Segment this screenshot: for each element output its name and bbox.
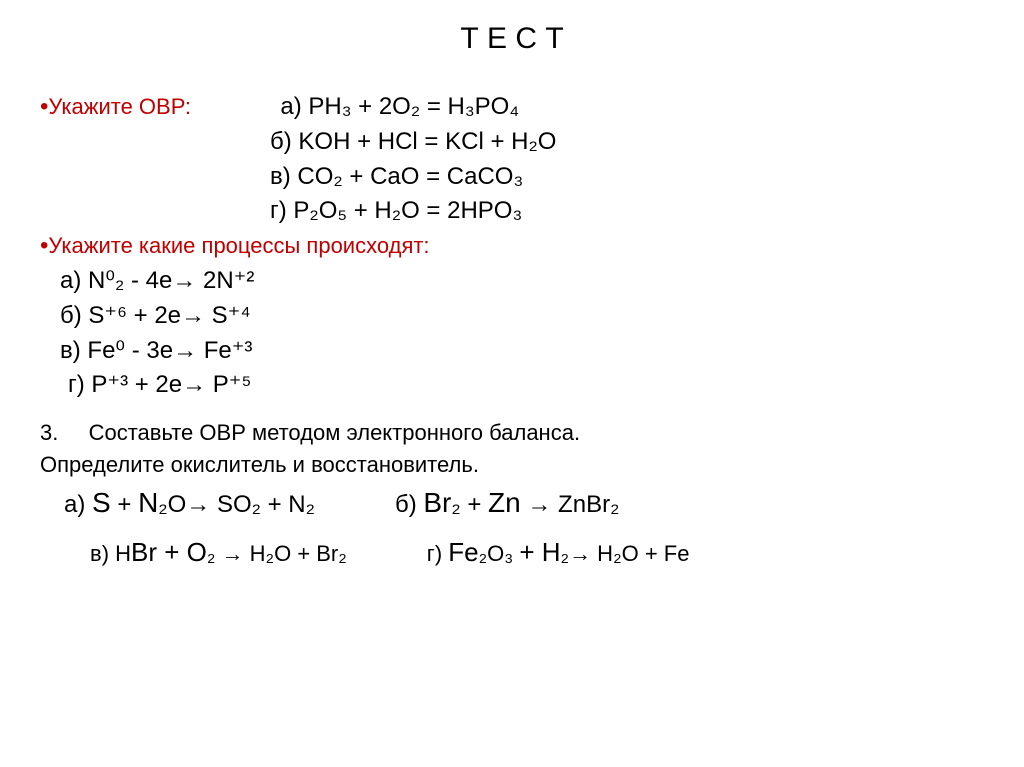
q2-d: г) P⁺³ + 2е→ P⁺⁵: [40, 368, 984, 403]
q2-prompt: Укажите какие процессы происходят:: [48, 233, 429, 258]
q1-row-a: •Укажите ОВР: а) PH₃ + 2O₂ = H₃PO₄: [40, 90, 984, 125]
q3-b-label: б): [395, 491, 423, 518]
q3-c-tail: ₂ → H₂O + Br₂: [207, 541, 347, 566]
q3-row-cd: в) HBr + O₂ → H₂O + Br₂ г) Fe₂O₃ + H₂→ H…: [40, 537, 984, 568]
q3-d-big2: + H: [519, 537, 560, 567]
q3-line1: 3. Составьте ОВР методом электронного ба…: [40, 417, 984, 449]
q3-d-label: г): [427, 541, 448, 566]
q3-b-mid1: ₂ +: [451, 491, 488, 518]
q3-b-tail: → ZnBr₂: [521, 491, 620, 518]
q3-a-tail: ₂O→ SO₂ + N₂: [158, 491, 315, 518]
q1-b: б) KOH + HCl = KCl + H₂O: [40, 125, 984, 160]
q3-c-label: в) H: [90, 541, 131, 566]
q3-a-big1: S: [92, 487, 111, 518]
q1-d: г) P₂O₅ + H₂O = 2HPO₃: [40, 194, 984, 229]
q3-row-ab: а) S + N₂O→ SO₂ + N₂ б) Br₂ + Zn → ZnBr₂: [40, 487, 984, 519]
q3-a-label: а): [64, 491, 92, 518]
q3-line2: Определите окислитель и восстановитель.: [40, 449, 984, 481]
q3-d-big1: Fe: [448, 537, 478, 567]
q3-b-big1: Br: [423, 487, 451, 518]
q3-d-tail: ₂→ H₂O + Fe: [561, 541, 690, 566]
q2-c: в) Fe⁰ - 3е→ Fe⁺³: [40, 334, 984, 369]
q2-b: б) S⁺⁶ + 2е→ S⁺⁴: [40, 299, 984, 334]
q2-prompt-row: •Укажите какие процессы происходят:: [40, 229, 984, 264]
page-root: Т Е С Т •Укажите ОВР: а) PH₃ + 2O₂ = H₃P…: [0, 0, 1024, 588]
q3-c-big1: Br + O: [131, 537, 207, 567]
q3-a-big2: N: [138, 487, 158, 518]
q3-eq-d: г) Fe₂O₃ + H₂→ H₂O + Fe: [427, 537, 690, 568]
q3-text1: Составьте ОВР методом электронного балан…: [89, 420, 580, 445]
q3-eq-a: а) S + N₂O→ SO₂ + N₂: [64, 487, 315, 519]
q3-eq-c: в) HBr + O₂ → H₂O + Br₂: [90, 537, 347, 568]
q3-number: 3.: [40, 420, 58, 445]
q1-a: а) PH₃ + 2O₂ = H₃PO₄: [280, 93, 519, 120]
page-title: Т Е С Т: [40, 22, 984, 56]
q3-eq-b: б) Br₂ + Zn → ZnBr₂: [395, 487, 619, 519]
q1-prompt: Укажите ОВР:: [48, 94, 191, 119]
q2-a: а) N⁰₂ - 4е→ 2N⁺²: [40, 264, 984, 299]
q3-d-mid1: ₂O₃: [479, 541, 520, 566]
q1-c: в) CO₂ + CaO = CaCO₃: [40, 160, 984, 195]
q3-b-big2: Zn: [488, 487, 521, 518]
q3-a-mid1: +: [111, 491, 138, 518]
